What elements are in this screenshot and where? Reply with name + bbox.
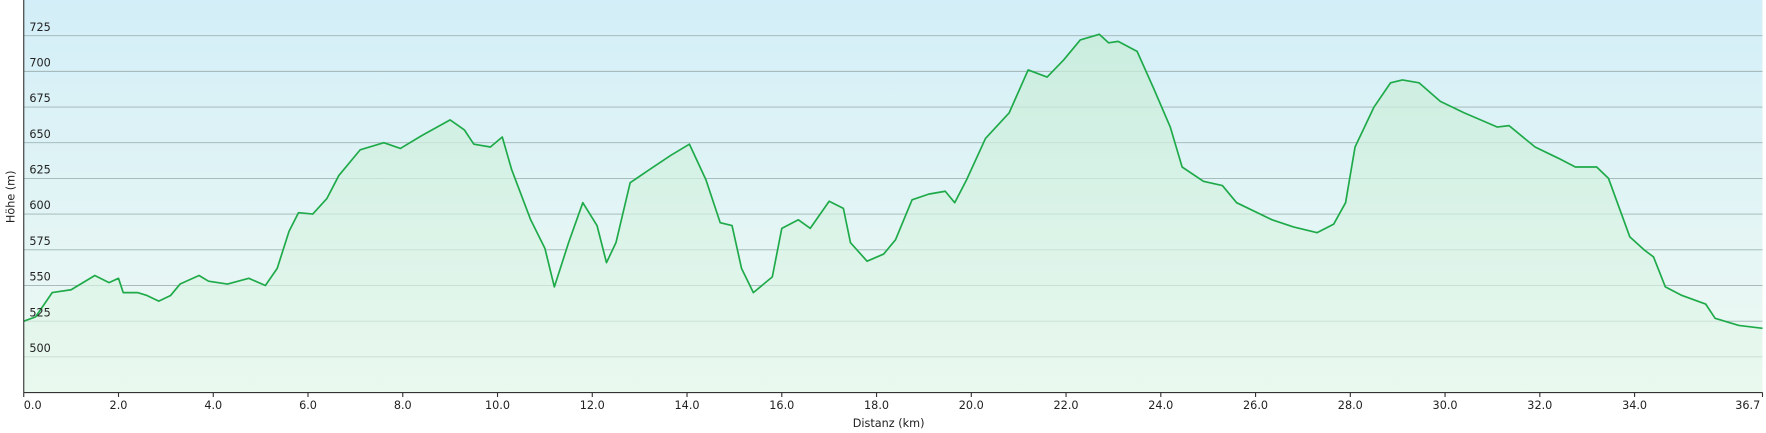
x-tick-label: 12.0 — [580, 399, 605, 412]
x-tick-label: 8.0 — [394, 399, 412, 412]
y-tick-label: 725 — [29, 21, 50, 34]
y-tick-label: 550 — [29, 271, 50, 284]
x-tick-label: 22.0 — [1054, 399, 1079, 412]
x-tick-label: 34.0 — [1622, 399, 1647, 412]
x-tick-label: 4.0 — [204, 399, 222, 412]
y-tick-label: 600 — [29, 199, 50, 212]
elevation-line — [23, 33, 1763, 330]
plot — [23, 33, 1763, 393]
x-tick-label: 10.0 — [485, 399, 510, 412]
x-tick-label: 32.0 — [1527, 399, 1552, 412]
x-tick-label: 30.0 — [1433, 399, 1458, 412]
area — [23, 34, 1763, 393]
x-tick-label: 36.7 — [1735, 399, 1760, 412]
x-tick-label: 6.0 — [299, 399, 317, 412]
y-tick-label: 500 — [29, 342, 50, 355]
y-tick-label: 700 — [29, 56, 50, 69]
x-tick-label: 18.0 — [864, 399, 889, 412]
y-tick-label: 575 — [29, 235, 50, 248]
x-tick-label: 2.0 — [110, 399, 128, 412]
x-tick-label: 16.0 — [769, 399, 794, 412]
y-axis-title: Höhe (m) — [4, 170, 17, 223]
y-tick-label: 625 — [29, 164, 50, 177]
x-axis-title: Distanz (km) — [853, 417, 925, 430]
x-tick-label: 28.0 — [1338, 399, 1363, 412]
y-tick-label: 675 — [29, 92, 50, 105]
x-tick-label: 26.0 — [1243, 399, 1268, 412]
labels: 500 525 550 575 600 625 650 675 700 725 0.0 2.0 4.0 6… — [23, 21, 1764, 412]
x-tick-label: 0.0 — [24, 399, 42, 412]
y-tick-label: 650 — [29, 128, 50, 141]
x-tick-label: 14.0 — [675, 399, 700, 412]
y-tick-label: 525 — [29, 306, 50, 319]
x-tick-label: 24.0 — [1148, 399, 1173, 412]
x-tick-label: 20.0 — [959, 399, 984, 412]
